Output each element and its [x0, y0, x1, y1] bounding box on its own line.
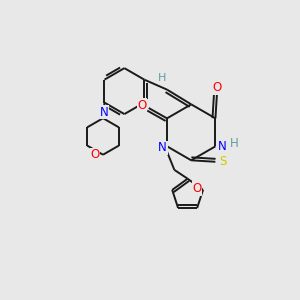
Text: O: O [193, 182, 202, 195]
Text: O: O [90, 148, 99, 161]
Text: N: N [100, 106, 109, 119]
Text: H: H [230, 137, 239, 150]
Text: N: N [158, 141, 167, 154]
Text: O: O [138, 99, 147, 112]
Text: O: O [212, 81, 221, 94]
Text: N: N [218, 140, 226, 153]
Text: H: H [158, 74, 166, 83]
Text: S: S [219, 155, 226, 168]
